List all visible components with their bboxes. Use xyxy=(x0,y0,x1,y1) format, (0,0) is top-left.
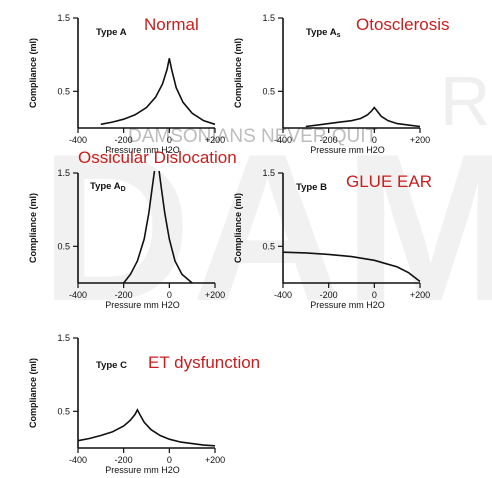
x-axis-label: Pressure mm H2O xyxy=(105,145,180,155)
type-label: Type AD xyxy=(90,181,126,193)
x-tick-label: +200 xyxy=(410,290,430,300)
y-tick-label: 0.5 xyxy=(57,406,70,416)
x-tick-label: 0 xyxy=(372,290,377,300)
y-tick-label: 1.5 xyxy=(262,13,275,23)
x-axis-label: Pressure mm H2O xyxy=(105,300,180,310)
x-tick-label: +200 xyxy=(205,290,225,300)
y-tick-label: 0.5 xyxy=(57,86,70,96)
y-tick-label: 1.5 xyxy=(57,333,70,343)
tympanogram-panel-2: 0.5 1.5 -400 -200 0 +200 Pressure mm H2O Compli… xyxy=(233,13,450,155)
compliance-curve xyxy=(123,170,156,284)
y-axis-label: Compliance (ml) xyxy=(233,193,243,263)
x-axis-label: Pressure mm H2O xyxy=(310,300,385,310)
compliance-curve xyxy=(305,106,421,128)
x-tick-label: -200 xyxy=(320,135,338,145)
x-tick-label: -200 xyxy=(115,290,133,300)
tympanogram-panel-1: 0.5 1.5 -400 -200 0 +200 Pressure mm H2O Compli… xyxy=(28,13,225,155)
x-tick-label: +200 xyxy=(205,455,225,465)
x-tick-label: 0 xyxy=(167,135,172,145)
x-tick-label: -400 xyxy=(274,135,292,145)
x-tick-label: -400 xyxy=(69,290,87,300)
tympanogram-panel-4: 0.5 1.5 -400 -200 0 +200 Pressure mm H2O Compli… xyxy=(233,168,432,310)
compliance-curve xyxy=(158,170,193,284)
x-tick-label: +200 xyxy=(205,135,225,145)
x-tick-label: -400 xyxy=(69,455,87,465)
x-tick-label: 0 xyxy=(167,290,172,300)
type-label: Type C xyxy=(96,360,127,371)
type-label: Type A xyxy=(96,27,127,38)
condition-label: Ossicular Dislocation xyxy=(78,148,237,167)
x-axis-label: Pressure mm H2O xyxy=(310,145,385,155)
tympanogram-panel-3: 0.5 1.5 -400 -200 0 +200 Pressure mm H2O Compli… xyxy=(28,148,237,310)
tympanogram-panel-5: 0.5 1.5 -400 -200 0 +200 Pressure mm H2O Compli… xyxy=(28,333,260,475)
y-axis-label: Compliance (ml) xyxy=(28,358,38,428)
y-tick-label: 0.5 xyxy=(57,241,70,251)
x-tick-label: +200 xyxy=(410,135,430,145)
type-label: Type As xyxy=(306,27,341,39)
x-tick-label: -400 xyxy=(69,135,87,145)
x-tick-label: -200 xyxy=(115,455,133,465)
condition-label: ET dysfunction xyxy=(148,353,260,372)
condition-label: Otosclerosis xyxy=(356,15,450,34)
y-axis-label: Compliance (ml) xyxy=(28,38,38,108)
y-tick-label: 0.5 xyxy=(262,241,275,251)
y-axis-label: Compliance (ml) xyxy=(233,38,243,108)
compliance-curve xyxy=(77,408,216,447)
y-tick-label: 1.5 xyxy=(57,168,70,178)
condition-label: Normal xyxy=(144,15,199,34)
y-tick-label: 0.5 xyxy=(262,86,275,96)
y-axis-label: Compliance (ml) xyxy=(28,193,38,263)
compliance-curve xyxy=(282,251,421,283)
x-tick-label: -400 xyxy=(274,290,292,300)
type-label: Type B xyxy=(296,182,327,193)
x-tick-label: -200 xyxy=(320,290,338,300)
x-tick-label: 0 xyxy=(372,135,377,145)
x-axis-label: Pressure mm H2O xyxy=(105,465,180,475)
x-tick-label: -200 xyxy=(115,135,133,145)
y-tick-label: 1.5 xyxy=(262,168,275,178)
y-tick-label: 1.5 xyxy=(57,13,70,23)
compliance-curve xyxy=(100,58,216,126)
condition-label: GLUE EAR xyxy=(346,172,432,191)
x-tick-label: 0 xyxy=(167,455,172,465)
